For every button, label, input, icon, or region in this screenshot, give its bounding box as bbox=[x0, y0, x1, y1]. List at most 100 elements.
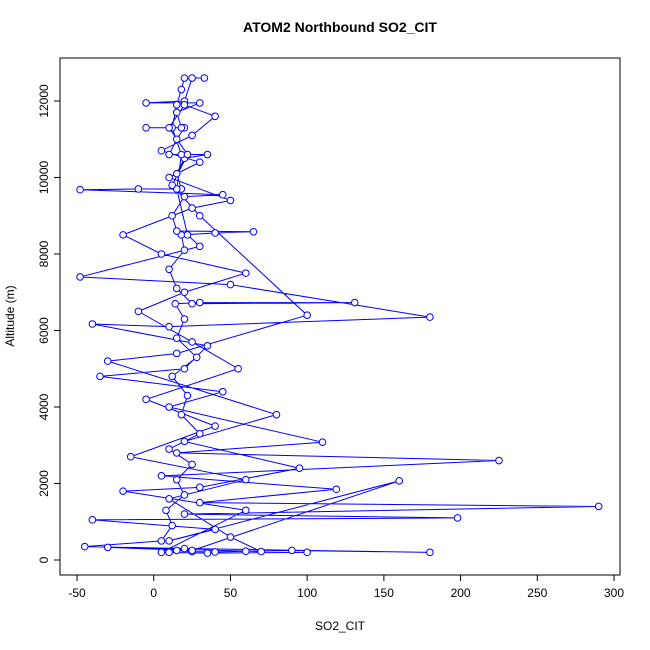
data-point bbox=[157, 548, 166, 557]
data-point bbox=[594, 502, 603, 511]
data-point bbox=[395, 477, 404, 485]
data-point bbox=[211, 422, 219, 430]
data-point bbox=[241, 269, 250, 277]
data-point bbox=[203, 342, 212, 350]
data-point bbox=[162, 506, 170, 515]
data-point bbox=[195, 498, 204, 507]
data-point bbox=[188, 74, 196, 82]
data-point bbox=[180, 510, 189, 518]
data-point bbox=[180, 315, 189, 323]
data-point bbox=[426, 313, 434, 321]
data-point bbox=[157, 146, 166, 155]
data-point bbox=[183, 231, 192, 239]
x-tick-label: 50 bbox=[224, 586, 238, 600]
data-point bbox=[177, 150, 186, 159]
x-tick-label: 0 bbox=[150, 586, 157, 600]
data-point bbox=[180, 288, 189, 297]
data-point bbox=[168, 211, 176, 220]
data-point bbox=[426, 548, 434, 557]
data-point bbox=[188, 338, 196, 346]
data-point bbox=[177, 85, 186, 94]
data-point bbox=[172, 135, 181, 144]
data-point bbox=[142, 395, 150, 404]
data-point bbox=[76, 185, 84, 194]
data-point bbox=[172, 284, 181, 293]
data-point bbox=[165, 322, 173, 331]
data-point bbox=[211, 229, 219, 237]
data-point bbox=[180, 491, 189, 499]
data-point bbox=[192, 353, 201, 362]
data-point bbox=[76, 273, 84, 281]
data-point bbox=[453, 514, 462, 522]
x-tick-label: 100 bbox=[297, 586, 317, 600]
data-point bbox=[211, 525, 219, 534]
data-point bbox=[195, 158, 204, 166]
data-point bbox=[495, 456, 503, 465]
data-point bbox=[218, 190, 227, 199]
data-point bbox=[195, 483, 204, 492]
y-tick-label: 2000 bbox=[37, 470, 51, 497]
x-tick-label: 150 bbox=[374, 586, 394, 600]
y-tick-label: 10000 bbox=[37, 160, 51, 194]
data-point bbox=[126, 452, 135, 461]
data-point bbox=[188, 131, 196, 140]
y-tick-label: 12000 bbox=[37, 84, 51, 118]
data-point bbox=[142, 99, 150, 107]
data-point bbox=[88, 320, 97, 328]
data-point bbox=[134, 307, 143, 316]
chart-title: ATOM2 Northbound SO2_CIT bbox=[243, 19, 437, 35]
data-point bbox=[195, 429, 204, 438]
data-point bbox=[295, 464, 304, 473]
data-point bbox=[165, 265, 173, 274]
data-point bbox=[157, 472, 166, 480]
data-point bbox=[203, 549, 212, 557]
data-point bbox=[218, 387, 227, 396]
data-point bbox=[200, 74, 209, 82]
data-point bbox=[119, 231, 127, 239]
data-point bbox=[168, 521, 176, 530]
data-point bbox=[195, 99, 204, 107]
y-axis-label: Altitude (m) bbox=[3, 285, 17, 346]
data-point bbox=[177, 123, 186, 132]
data-point bbox=[165, 548, 173, 557]
data-point bbox=[172, 169, 181, 178]
data-point bbox=[241, 475, 250, 484]
data-point bbox=[165, 123, 173, 132]
data-point bbox=[195, 211, 204, 220]
data-point bbox=[303, 548, 311, 557]
data-point bbox=[103, 357, 112, 365]
data-point bbox=[226, 533, 235, 541]
data-point bbox=[180, 246, 189, 254]
plot-frame bbox=[59, 57, 621, 576]
data-point bbox=[188, 460, 196, 469]
data-point bbox=[234, 364, 242, 373]
data-point bbox=[172, 349, 181, 358]
data-point bbox=[142, 123, 150, 132]
data-point bbox=[203, 150, 212, 159]
data-point bbox=[183, 391, 192, 400]
data-point bbox=[332, 485, 341, 494]
data-point bbox=[195, 242, 204, 251]
data-point bbox=[172, 108, 181, 117]
data-point bbox=[157, 537, 166, 545]
data-point bbox=[134, 185, 143, 193]
data-point bbox=[177, 410, 186, 419]
data-point bbox=[226, 196, 235, 205]
data-point bbox=[157, 250, 166, 258]
data-point bbox=[96, 372, 104, 381]
data-point bbox=[172, 475, 181, 484]
data-point bbox=[180, 364, 189, 373]
data-point bbox=[165, 495, 173, 503]
data-point bbox=[165, 537, 173, 545]
data-line bbox=[79, 77, 599, 554]
data-point bbox=[183, 150, 192, 159]
data-point bbox=[195, 298, 204, 307]
data-point bbox=[119, 487, 127, 495]
data-point bbox=[318, 438, 327, 446]
data-point bbox=[168, 372, 176, 381]
data-point bbox=[180, 544, 189, 553]
data-point bbox=[226, 280, 235, 289]
data-point bbox=[288, 546, 296, 555]
data-point bbox=[165, 445, 173, 453]
data-point bbox=[168, 181, 176, 189]
